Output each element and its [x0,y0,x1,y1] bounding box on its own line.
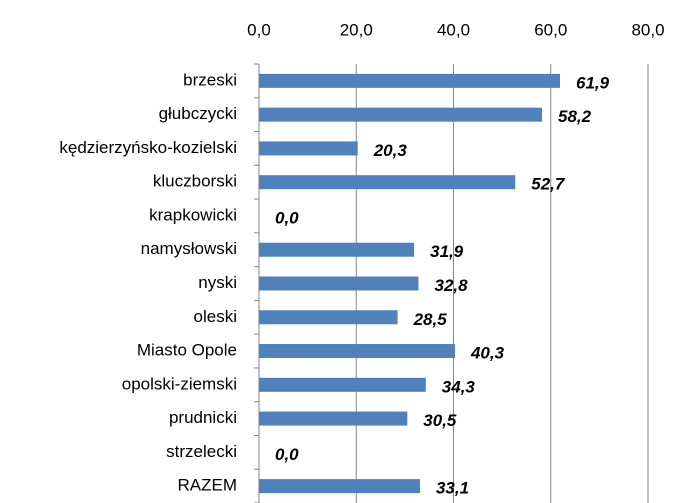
value-label: 28,5 [413,310,448,329]
x-tick-label: 60,0 [534,20,567,39]
value-label: 58,2 [558,107,592,126]
y-tick-label: RAZEM [178,476,238,495]
value-label: 30,5 [423,411,457,430]
y-tick-label: kluczborski [153,172,237,191]
value-label: 40,3 [470,344,505,363]
y-tick-label: prudnicki [169,408,237,427]
value-label: 20,3 [373,141,408,160]
y-tick-label: strzelecki [166,442,237,461]
x-tick-label: 40,0 [437,20,470,39]
x-tick-label: 80,0 [631,20,664,39]
value-label: 32,8 [434,276,468,295]
bar [259,73,560,88]
value-label: 31,9 [430,242,464,261]
bar [259,276,419,291]
bar [259,411,408,426]
y-tick-label: krapkowicki [149,205,237,224]
x-tick-label: 0,0 [247,20,271,39]
bar [259,377,426,392]
y-tick-label: nyski [198,273,237,292]
bar [259,107,542,122]
bar [259,479,420,494]
value-label: 33,1 [436,479,469,498]
bar [259,242,415,257]
bar [259,141,358,156]
value-label: 0,0 [275,208,299,227]
bar [259,344,455,359]
y-tick-label: namysłowski [141,239,237,258]
value-label: 34,3 [442,377,476,396]
y-tick-label: opolski-ziemski [122,374,237,393]
bar [259,175,516,190]
y-tick-label: kędzierzyńsko-kozielski [59,138,237,157]
y-tick-label: głubczycki [159,104,237,123]
x-tick-label: 20,0 [340,20,373,39]
y-tick-label: Miasto Opole [137,341,237,360]
y-tick-label: oleski [194,307,237,326]
value-label: 52,7 [531,175,566,194]
value-label: 0,0 [275,445,299,464]
value-label: 61,9 [576,73,610,92]
y-tick-label: brzeski [183,70,237,89]
bar [259,310,398,325]
